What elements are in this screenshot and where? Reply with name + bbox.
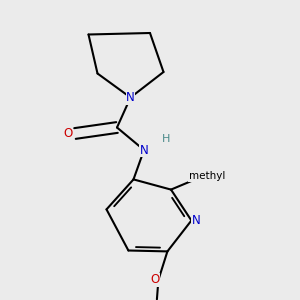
Text: O: O [150,273,159,286]
Text: N: N [191,214,200,227]
Text: H: H [162,134,171,145]
Text: methyl: methyl [189,171,225,181]
Text: N: N [126,91,135,104]
Text: N: N [140,143,148,157]
Text: O: O [63,127,72,140]
